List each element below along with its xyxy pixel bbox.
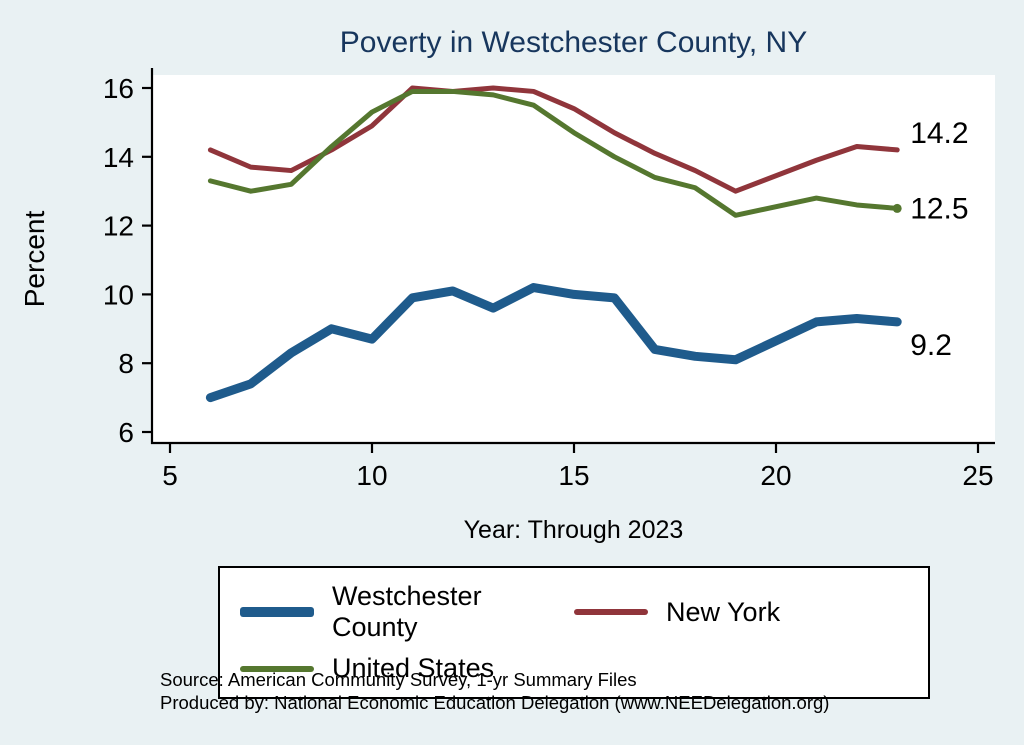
x-tick-label: 25 [962,460,993,491]
end-label-new-york: 14.2 [910,117,968,150]
legend-item-new-york: New York [574,581,908,643]
legend-label-united-states: United States [332,653,495,683]
y-tick-label: 12 [103,211,134,242]
y-tick-label: 14 [103,142,134,173]
y-tick-label: 6 [118,417,134,448]
legend-label-new-york: New York [666,596,781,627]
y-tick-label: 10 [103,279,134,310]
x-axis-title: Year: Through 2023 [463,516,684,544]
x-tick-label: 10 [356,460,387,491]
legend-swatch-new-york [574,609,648,615]
x-tick-label: 20 [760,460,791,491]
x-tick-label: 5 [162,460,178,491]
produced-by-note: Produced by: National Economic Education… [160,692,830,714]
legend-item-westchester-county: Westchester County [240,581,574,643]
legend-item-united-states: United States [240,653,574,684]
y-tick-label: 8 [118,348,134,379]
series-line-westchester-county [205,283,902,403]
end-marker [892,203,902,213]
y-tick-label: 16 [103,73,134,104]
source-note: Source: American Community Survey, 1-yr … [160,669,637,690]
chart-legend: Westchester County New York United State… [218,566,930,699]
legend-swatch-united-states [240,665,314,672]
series-line-united-states [207,88,900,218]
end-label-united-states: 12.5 [910,192,968,225]
legend-label-westchester-county: Westchester County [332,581,482,642]
line-chart: 6 8 10 12 14 16 5 10 15 20 25 Percent 9.2 14.2 12.5 [19,68,995,491]
chart-title: Poverty in Westchester County, NY [339,26,808,59]
chart-footer: Source: American Community Survey, 1-yr … [160,668,829,714]
legend-swatch-westchester-county [240,607,314,617]
y-axis-title: Percent [19,211,50,308]
end-label-westchester-county: 9.2 [910,329,952,362]
x-tick-label: 15 [558,460,589,491]
plot-area [152,75,995,443]
